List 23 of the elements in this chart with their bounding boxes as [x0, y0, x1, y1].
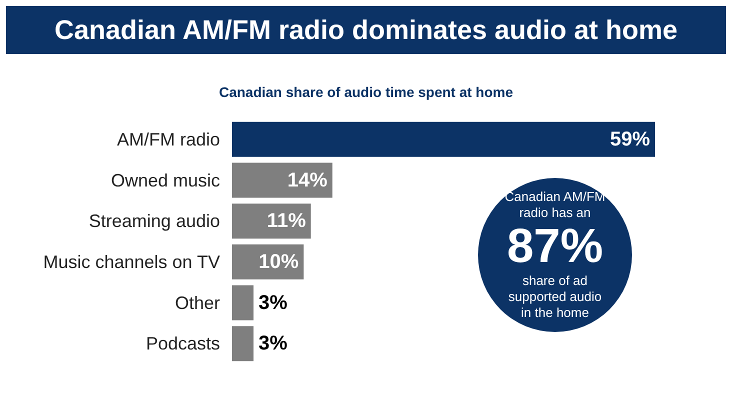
- y-tick-label: Other: [174, 292, 220, 313]
- y-tick-label: Music channels on TV: [43, 252, 220, 272]
- chart-title: Canadian AM/FM radio dominates audio at home: [6, 6, 726, 54]
- circle-badge: Canadian AM/FM radio has an 87% share of ad supported audio in the home: [478, 178, 632, 332]
- bar: [232, 326, 254, 362]
- bar: [232, 204, 311, 239]
- data-label: 59%: [610, 128, 650, 150]
- y-tick-label: Podcasts: [146, 334, 220, 354]
- data-label: 3%: [258, 332, 288, 355]
- bar: [232, 122, 655, 157]
- annotation: 87%: [506, 220, 604, 273]
- y-tick-label: Streaming audio: [88, 211, 220, 232]
- data-label: 3%: [258, 292, 288, 314]
- chart-subtitle: Canadian share of audio time spent at home: [218, 84, 514, 100]
- data-label: 14%: [287, 169, 328, 192]
- data-label: 10%: [258, 250, 299, 273]
- y-tick-label: Owned music: [110, 170, 220, 190]
- annotation: Canadian AM/FM radio has an: [504, 189, 606, 221]
- y-tick-label: AM/FM radio: [116, 129, 220, 150]
- bar: [232, 285, 254, 320]
- bar: [232, 162, 332, 198]
- data-label: 11%: [266, 210, 306, 232]
- annotation: share of ad supported audio in the home: [507, 273, 603, 321]
